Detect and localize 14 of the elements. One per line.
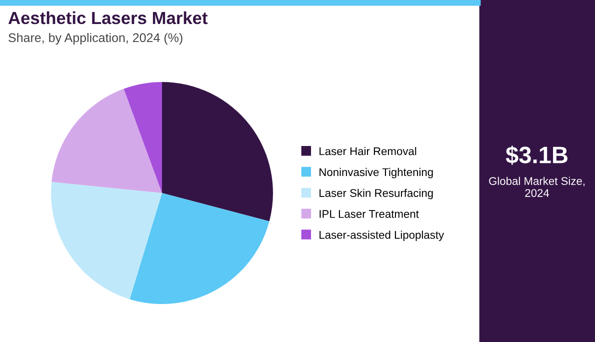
legend-label: Laser Hair Removal bbox=[320, 146, 416, 156]
pie-slice bbox=[130, 193, 270, 304]
text: Global Market Size, 2024 bbox=[489, 176, 584, 197]
chart-subtitle: Share, by Application, 2024 (%) bbox=[8, 32, 182, 45]
pie-slice bbox=[51, 182, 162, 300]
text: $3.1B bbox=[506, 146, 568, 165]
pie-slice bbox=[162, 82, 273, 222]
chart-title: Aesthetic Lasers Market bbox=[8, 11, 208, 24]
legend-label: Laser-assisted Lipoplasty bbox=[320, 230, 444, 242]
legend-label: Laser Skin Resurfacing bbox=[320, 188, 433, 200]
legend-label: IPL Laser Treatment bbox=[320, 210, 419, 218]
pie-slice bbox=[124, 82, 162, 193]
legend-label: Noninvasive Tightening bbox=[320, 168, 433, 178]
pie-slice bbox=[52, 88, 162, 193]
